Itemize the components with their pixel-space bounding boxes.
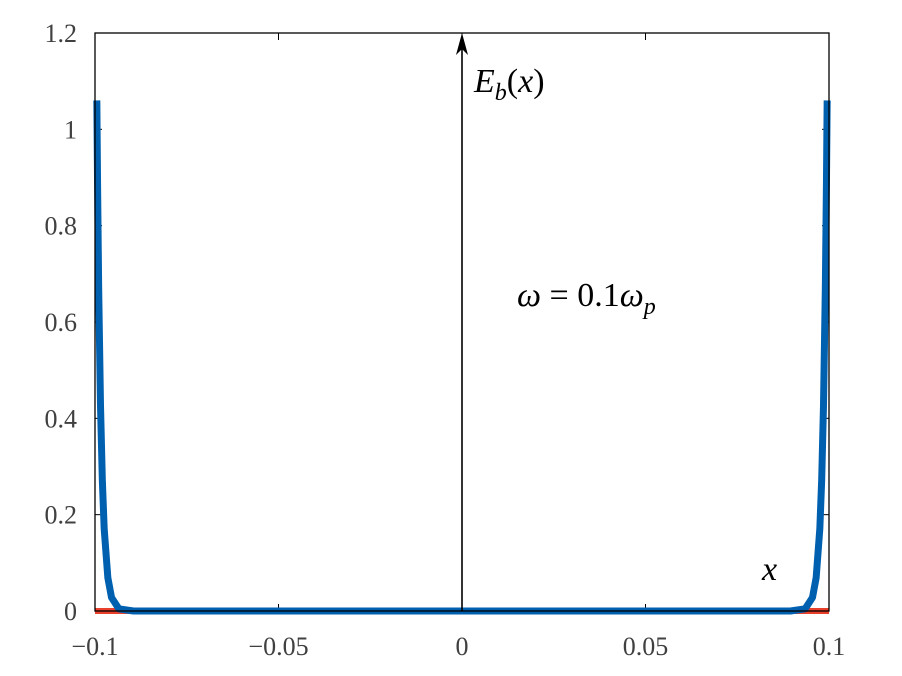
x-tick-label: 0.1 [813, 632, 846, 661]
y-tick-label: 0 [64, 597, 77, 626]
y-tick-label: 0.6 [45, 308, 78, 337]
y-tick-label: 0.8 [45, 212, 78, 241]
y-tick-label: 0.4 [45, 404, 78, 433]
arrow-head-icon [456, 33, 468, 55]
annotation: ω = 0.1ωp [517, 277, 656, 320]
x-tick-label: 0 [456, 632, 469, 661]
x-tick-label: −0.05 [248, 632, 308, 661]
y-tick-label: 0.2 [45, 501, 78, 530]
x-tick-label: −0.1 [71, 632, 118, 661]
y-tick-label: 1.2 [45, 19, 78, 48]
ylabel: Eb(x) [473, 63, 545, 106]
xlabel: x [761, 551, 777, 588]
x-tick-label: 0.05 [623, 632, 669, 661]
y-tick-label: 1 [64, 115, 77, 144]
